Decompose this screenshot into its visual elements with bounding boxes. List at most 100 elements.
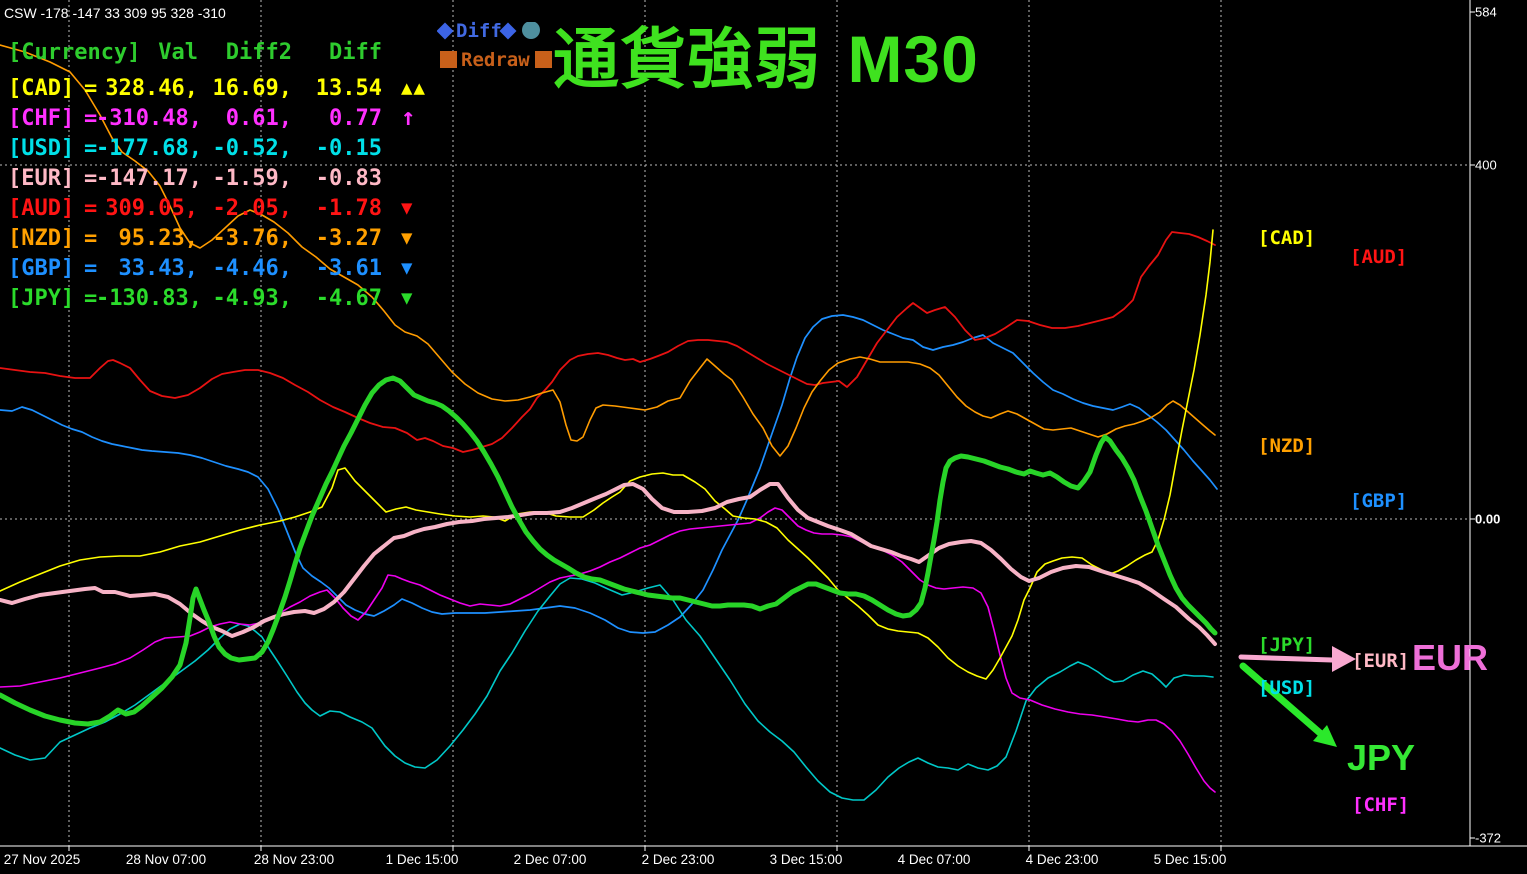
- legend-row-cad-col2: 328.46,: [105, 76, 198, 101]
- legend-row-nzd-col2: 95.23,: [118, 226, 198, 251]
- series-eur: [0, 482, 1217, 646]
- curve-label-jpy: [JPY]: [1258, 634, 1316, 656]
- legend-row-usd-col3: -0.52,: [212, 136, 292, 161]
- legend-row-gbp-col4: -3.61: [315, 256, 382, 281]
- legend-row-jpy-col0: [JPY]: [8, 286, 75, 311]
- redraw-button-graphics: [440, 51, 552, 68]
- time-label: 28 Nov 07:00: [125, 852, 207, 867]
- curve-label-aud: [AUD]: [1350, 246, 1408, 268]
- curve-label-gbp: [GBP]: [1350, 490, 1408, 512]
- legend-row-usd-col2: -177.68,: [96, 136, 202, 161]
- legend-row-chf-col4: 0.77: [329, 106, 382, 131]
- legend-row-aud-col4: -1.78: [315, 196, 382, 221]
- legend-row-eur-col0: [EUR]: [8, 166, 75, 191]
- time-label: 2 Dec 07:00: [513, 852, 587, 867]
- legend-row-gbp-col2: 33.43,: [118, 256, 198, 281]
- redraw-button-label: Redraw: [461, 49, 530, 71]
- time-label: 4 Dec 07:00: [897, 852, 971, 867]
- time-label: 1 Dec 15:00: [385, 852, 459, 867]
- price-label: 400: [1475, 157, 1497, 173]
- legend-row-aud-col2: 309.05,: [105, 196, 198, 221]
- legend-row-jpy-col4: -4.67: [315, 286, 382, 311]
- diff-button[interactable]: Diff: [436, 20, 542, 46]
- indicator-title: CSW -178 -147 33 309 95 328 -310: [4, 5, 226, 21]
- legend-row-chf-col1: =: [84, 106, 98, 131]
- legend-header-cell: Diff: [329, 40, 382, 65]
- jpy-arrow-head-icon: [1313, 725, 1337, 747]
- series-aud: [0, 231, 1216, 453]
- time-label: 5 Dec 15:00: [1153, 852, 1227, 867]
- legend-row-jpy-trend-icon: ▼: [401, 287, 414, 309]
- legend-row-eur-col2: -147.17,: [96, 166, 202, 191]
- legend-row-nzd-col4: -3.27: [315, 226, 382, 251]
- legend-header-cell: Val: [158, 40, 198, 65]
- title-text: 通貨強弱: [553, 22, 821, 96]
- legend-row-jpy-col2: -130.83,: [96, 286, 202, 311]
- legend-row-usd-col4: -0.15: [315, 136, 382, 161]
- diamond-icon: [499, 22, 517, 40]
- legend-row-nzd-col1: =: [84, 226, 98, 251]
- curve-label-eur: [EUR]: [1352, 650, 1410, 672]
- redraw-button[interactable]: Redraw: [440, 49, 560, 74]
- circle-icon: [522, 21, 540, 39]
- legend-row-cad-col0: [CAD]: [8, 76, 75, 101]
- curve-label-nzd: [NZD]: [1258, 435, 1316, 457]
- price-label: 584: [1475, 4, 1497, 20]
- legend-row-gbp-col0: [GBP]: [8, 256, 75, 281]
- page-title: 通貨強弱 M30: [553, 26, 979, 92]
- square-icon: [535, 51, 552, 68]
- series-nzd: [0, 44, 1216, 457]
- price-label: 0.00: [1475, 511, 1501, 527]
- diff-button-label: Diff: [456, 20, 502, 42]
- jpy-arrow-shaft: [1239, 662, 1324, 737]
- eur-annotation: EUR: [1412, 637, 1489, 678]
- series-cad: [0, 229, 1214, 680]
- legend-row-cad-col1: =: [84, 76, 98, 101]
- time-label: 4 Dec 23:00: [1025, 852, 1099, 867]
- legend-row-aud-trend-icon: ▼: [401, 197, 414, 219]
- legend-header-cell: [Currency]: [8, 40, 141, 65]
- legend-row-eur-col4: -0.83: [315, 166, 382, 191]
- series-gbp: [0, 314, 1218, 634]
- legend-row-jpy-col1: =: [84, 286, 98, 311]
- legend-row-jpy-col3: -4.93,: [212, 286, 292, 311]
- price-label: -372: [1475, 830, 1502, 846]
- legend-row-eur-col1: =: [84, 166, 98, 191]
- legend-row-aud-col1: =: [84, 196, 98, 221]
- legend-row-gbp-trend-icon: ▼: [401, 257, 414, 279]
- legend-row-gbp-col3: -4.46,: [212, 256, 292, 281]
- legend-row-chf-trend-icon: ↑: [401, 103, 417, 131]
- time-label: 28 Nov 23:00: [253, 852, 335, 867]
- diff-button-graphics: [436, 21, 540, 40]
- legend-row-nzd-col3: -3.76,: [212, 226, 292, 251]
- legend-row-usd-col1: =: [84, 136, 98, 161]
- legend-row-aud-col0: [AUD]: [8, 196, 75, 221]
- series-usd: [0, 577, 1214, 801]
- legend-row-chf-col3: 0.61,: [225, 106, 292, 131]
- eur-arrow-head-icon: [1332, 646, 1356, 672]
- curve-label-cad: [CAD]: [1258, 227, 1316, 249]
- jpy-annotation: JPY: [1347, 737, 1416, 778]
- time-label: 27 Nov 2025: [3, 852, 81, 867]
- legend-header-cell: Diff2: [225, 40, 292, 65]
- series-jpy: [0, 375, 1218, 727]
- legend-row-cad-col3: 16.69,: [212, 76, 292, 101]
- legend-row-nzd-col0: [NZD]: [8, 226, 75, 251]
- legend-row-usd-col0: [USD]: [8, 136, 75, 161]
- curve-label-chf: [CHF]: [1352, 794, 1410, 816]
- legend-row-eur-col3: -1.59,: [212, 166, 292, 191]
- legend-row-cad-trend-icon: ▲▲: [401, 77, 426, 99]
- time-label: 2 Dec 23:00: [641, 852, 715, 867]
- title-timeframe: M30: [847, 22, 979, 96]
- square-icon: [440, 51, 457, 68]
- legend-row-cad-col4: 13.54: [315, 76, 382, 101]
- eur-arrow-shaft: [1238, 654, 1335, 663]
- legend-row-chf-col0: [CHF]: [8, 106, 75, 131]
- legend-row-gbp-col1: =: [84, 256, 98, 281]
- legend-row-aud-col3: -2.05,: [212, 196, 292, 221]
- diamond-icon: [436, 22, 454, 40]
- legend-row-nzd-trend-icon: ▼: [401, 227, 414, 249]
- curve-label-usd: [USD]: [1258, 677, 1316, 699]
